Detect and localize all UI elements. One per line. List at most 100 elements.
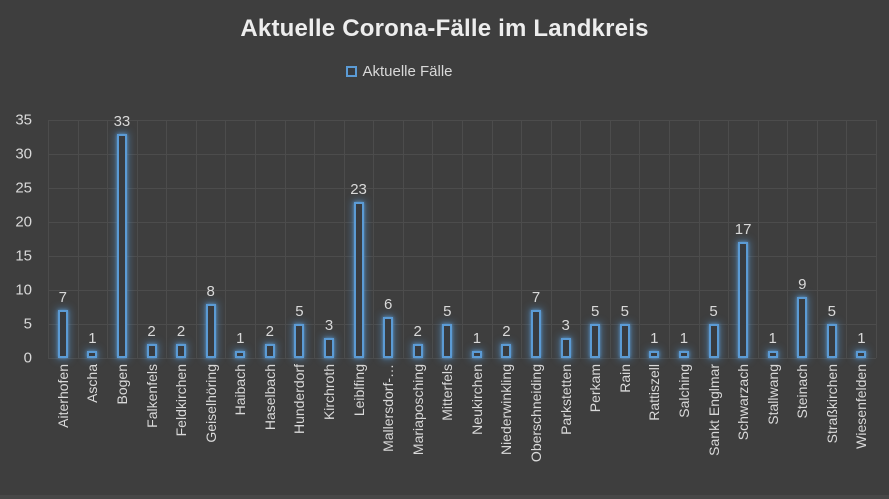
bar-Stallwang[interactable] bbox=[767, 351, 778, 358]
bar-value-label: 17 bbox=[734, 221, 752, 239]
bar-Perkam[interactable] bbox=[590, 324, 601, 358]
chart-title: Aktuelle Corona-Fälle im Landkreis bbox=[240, 15, 649, 42]
gridline-v bbox=[343, 120, 345, 358]
x-axis-labels: Aiterhofen Ascha Bogen Falkenfels Feldkirche… bbox=[48, 364, 876, 497]
bar-column: 5 bbox=[580, 120, 610, 358]
gridline-v bbox=[639, 120, 641, 358]
bar-Geiselhöring[interactable] bbox=[205, 303, 216, 358]
bar-Straßkirchen[interactable] bbox=[826, 324, 837, 358]
bar-column: 1 bbox=[640, 120, 670, 358]
x-tick-Mitterfels: Mitterfels bbox=[433, 364, 463, 497]
bar-Kirchroth[interactable] bbox=[323, 337, 334, 358]
x-tick-Falkenfels: Falkenfels bbox=[137, 364, 167, 497]
bar-Falkenfels[interactable] bbox=[146, 344, 157, 358]
bar-column: 5 bbox=[699, 120, 729, 358]
legend-marker-square-icon bbox=[346, 66, 358, 77]
x-tick-Rattiszell: Rattiszell bbox=[640, 364, 670, 497]
x-tick-Haselbach: Haselbach bbox=[255, 364, 285, 497]
gridline-v bbox=[48, 120, 49, 358]
bar-Leiblfing[interactable] bbox=[353, 201, 364, 358]
bar-column: 1 bbox=[462, 120, 492, 358]
x-tick-Wiesenfelden: Wiesenfelden bbox=[847, 364, 877, 497]
bar-value-label: 2 bbox=[413, 323, 422, 341]
x-tick-label: Sankt Englmar bbox=[705, 364, 722, 456]
bar-value-label: 1 bbox=[768, 330, 777, 348]
bar-Hunderdorf[interactable] bbox=[294, 324, 305, 358]
x-tick-label: Geiselhöring bbox=[202, 364, 219, 443]
bar-Feldkirchen[interactable] bbox=[176, 344, 187, 358]
x-tick-Aiterhofen: Aiterhofen bbox=[48, 364, 78, 497]
x-tick-label: Aiterhofen bbox=[54, 364, 71, 428]
bar-value-label: 1 bbox=[679, 330, 689, 348]
x-tick-Sankt Englmar: Sankt Englmar bbox=[699, 364, 729, 497]
bar-Rattiszell[interactable] bbox=[649, 351, 660, 358]
gridline-v bbox=[195, 120, 197, 358]
bar-Haselbach[interactable] bbox=[264, 344, 275, 358]
x-tick-label: Schwarzach bbox=[735, 364, 752, 441]
bar-Ascha[interactable] bbox=[87, 351, 98, 358]
gridline-v bbox=[314, 120, 316, 358]
bar-column: 2 bbox=[492, 120, 522, 358]
x-tick-label: Niederwinkling bbox=[498, 364, 515, 456]
x-tick-Leiblfing: Leiblfing bbox=[344, 364, 374, 497]
bar-Wiesenfelden[interactable] bbox=[856, 351, 867, 358]
bar-column: 1 bbox=[669, 120, 699, 358]
bar-Bogen[interactable] bbox=[116, 133, 127, 358]
x-tick-label: Kirchroth bbox=[320, 364, 337, 421]
x-tick-label: Rattiszell bbox=[646, 364, 663, 421]
x-tick-Rain: Rain bbox=[610, 364, 640, 497]
gridline-v bbox=[107, 120, 109, 358]
bar-Mallersdorf-…[interactable] bbox=[383, 317, 394, 358]
bar-value-label: 1 bbox=[88, 330, 97, 348]
x-tick-Straßkirchen: Straßkirchen bbox=[817, 364, 847, 497]
gridline-v bbox=[669, 120, 670, 358]
legend-entry[interactable]: Aktuelle Fälle bbox=[346, 63, 453, 80]
bar-Aiterhofen[interactable] bbox=[57, 310, 68, 358]
bar-column: 5 bbox=[610, 120, 640, 358]
bar-value-label: 7 bbox=[531, 289, 541, 307]
bar-Niederwinkling[interactable] bbox=[501, 344, 512, 358]
gridline-v bbox=[550, 120, 552, 358]
bar-value-label: 2 bbox=[147, 323, 156, 341]
y-tick-label: 15 bbox=[15, 247, 32, 265]
gridline-h bbox=[48, 358, 876, 359]
x-tick-Neukirchen: Neukirchen bbox=[462, 364, 492, 497]
bar-value-label: 2 bbox=[502, 323, 511, 341]
bar-Haibach[interactable] bbox=[235, 351, 246, 358]
x-tick-Haibach: Haibach bbox=[225, 364, 255, 497]
bar-column: 1 bbox=[758, 120, 788, 358]
bar-column: 9 bbox=[787, 120, 817, 358]
bar-column: 2 bbox=[403, 120, 433, 358]
bar-Sankt Englmar[interactable] bbox=[708, 324, 719, 358]
y-tick-label: 10 bbox=[15, 281, 32, 299]
gridline-v bbox=[225, 120, 227, 358]
bar-value-label: 2 bbox=[265, 323, 274, 341]
gridline-v bbox=[580, 120, 582, 358]
bar-Mitterfels[interactable] bbox=[442, 324, 453, 358]
x-tick-Salching: Salching bbox=[669, 364, 699, 497]
bar-Schwarzach[interactable] bbox=[738, 242, 749, 358]
bar-Oberschneiding[interactable] bbox=[531, 310, 542, 358]
y-tick-label: 30 bbox=[15, 145, 32, 163]
x-tick-label: Falkenfels bbox=[143, 364, 160, 428]
gridline-v bbox=[77, 120, 79, 358]
bar-Mariaposching[interactable] bbox=[412, 344, 423, 358]
x-tick-label: Haibach bbox=[232, 364, 249, 416]
bar-Steinach[interactable] bbox=[797, 296, 808, 358]
y-tick-label: 35 bbox=[15, 111, 32, 129]
bar-Salching[interactable] bbox=[678, 351, 689, 358]
bar-Neukirchen[interactable] bbox=[471, 351, 482, 358]
bar-value-label: 33 bbox=[113, 112, 131, 130]
bar-Parkstetten[interactable] bbox=[560, 337, 571, 358]
gridline-v bbox=[728, 120, 730, 358]
bar-column: 23 bbox=[344, 120, 374, 358]
bar-value-label: 1 bbox=[650, 330, 659, 348]
bar-Rain[interactable] bbox=[619, 324, 630, 358]
x-tick-Perkam: Perkam bbox=[580, 364, 610, 497]
x-tick-label: Mitterfels bbox=[439, 364, 456, 421]
x-tick-Stallwang: Stallwang bbox=[758, 364, 788, 497]
bar-column: 3 bbox=[551, 120, 581, 358]
gridline-v bbox=[846, 120, 848, 358]
x-tick-Parkstetten: Parkstetten bbox=[551, 364, 581, 497]
